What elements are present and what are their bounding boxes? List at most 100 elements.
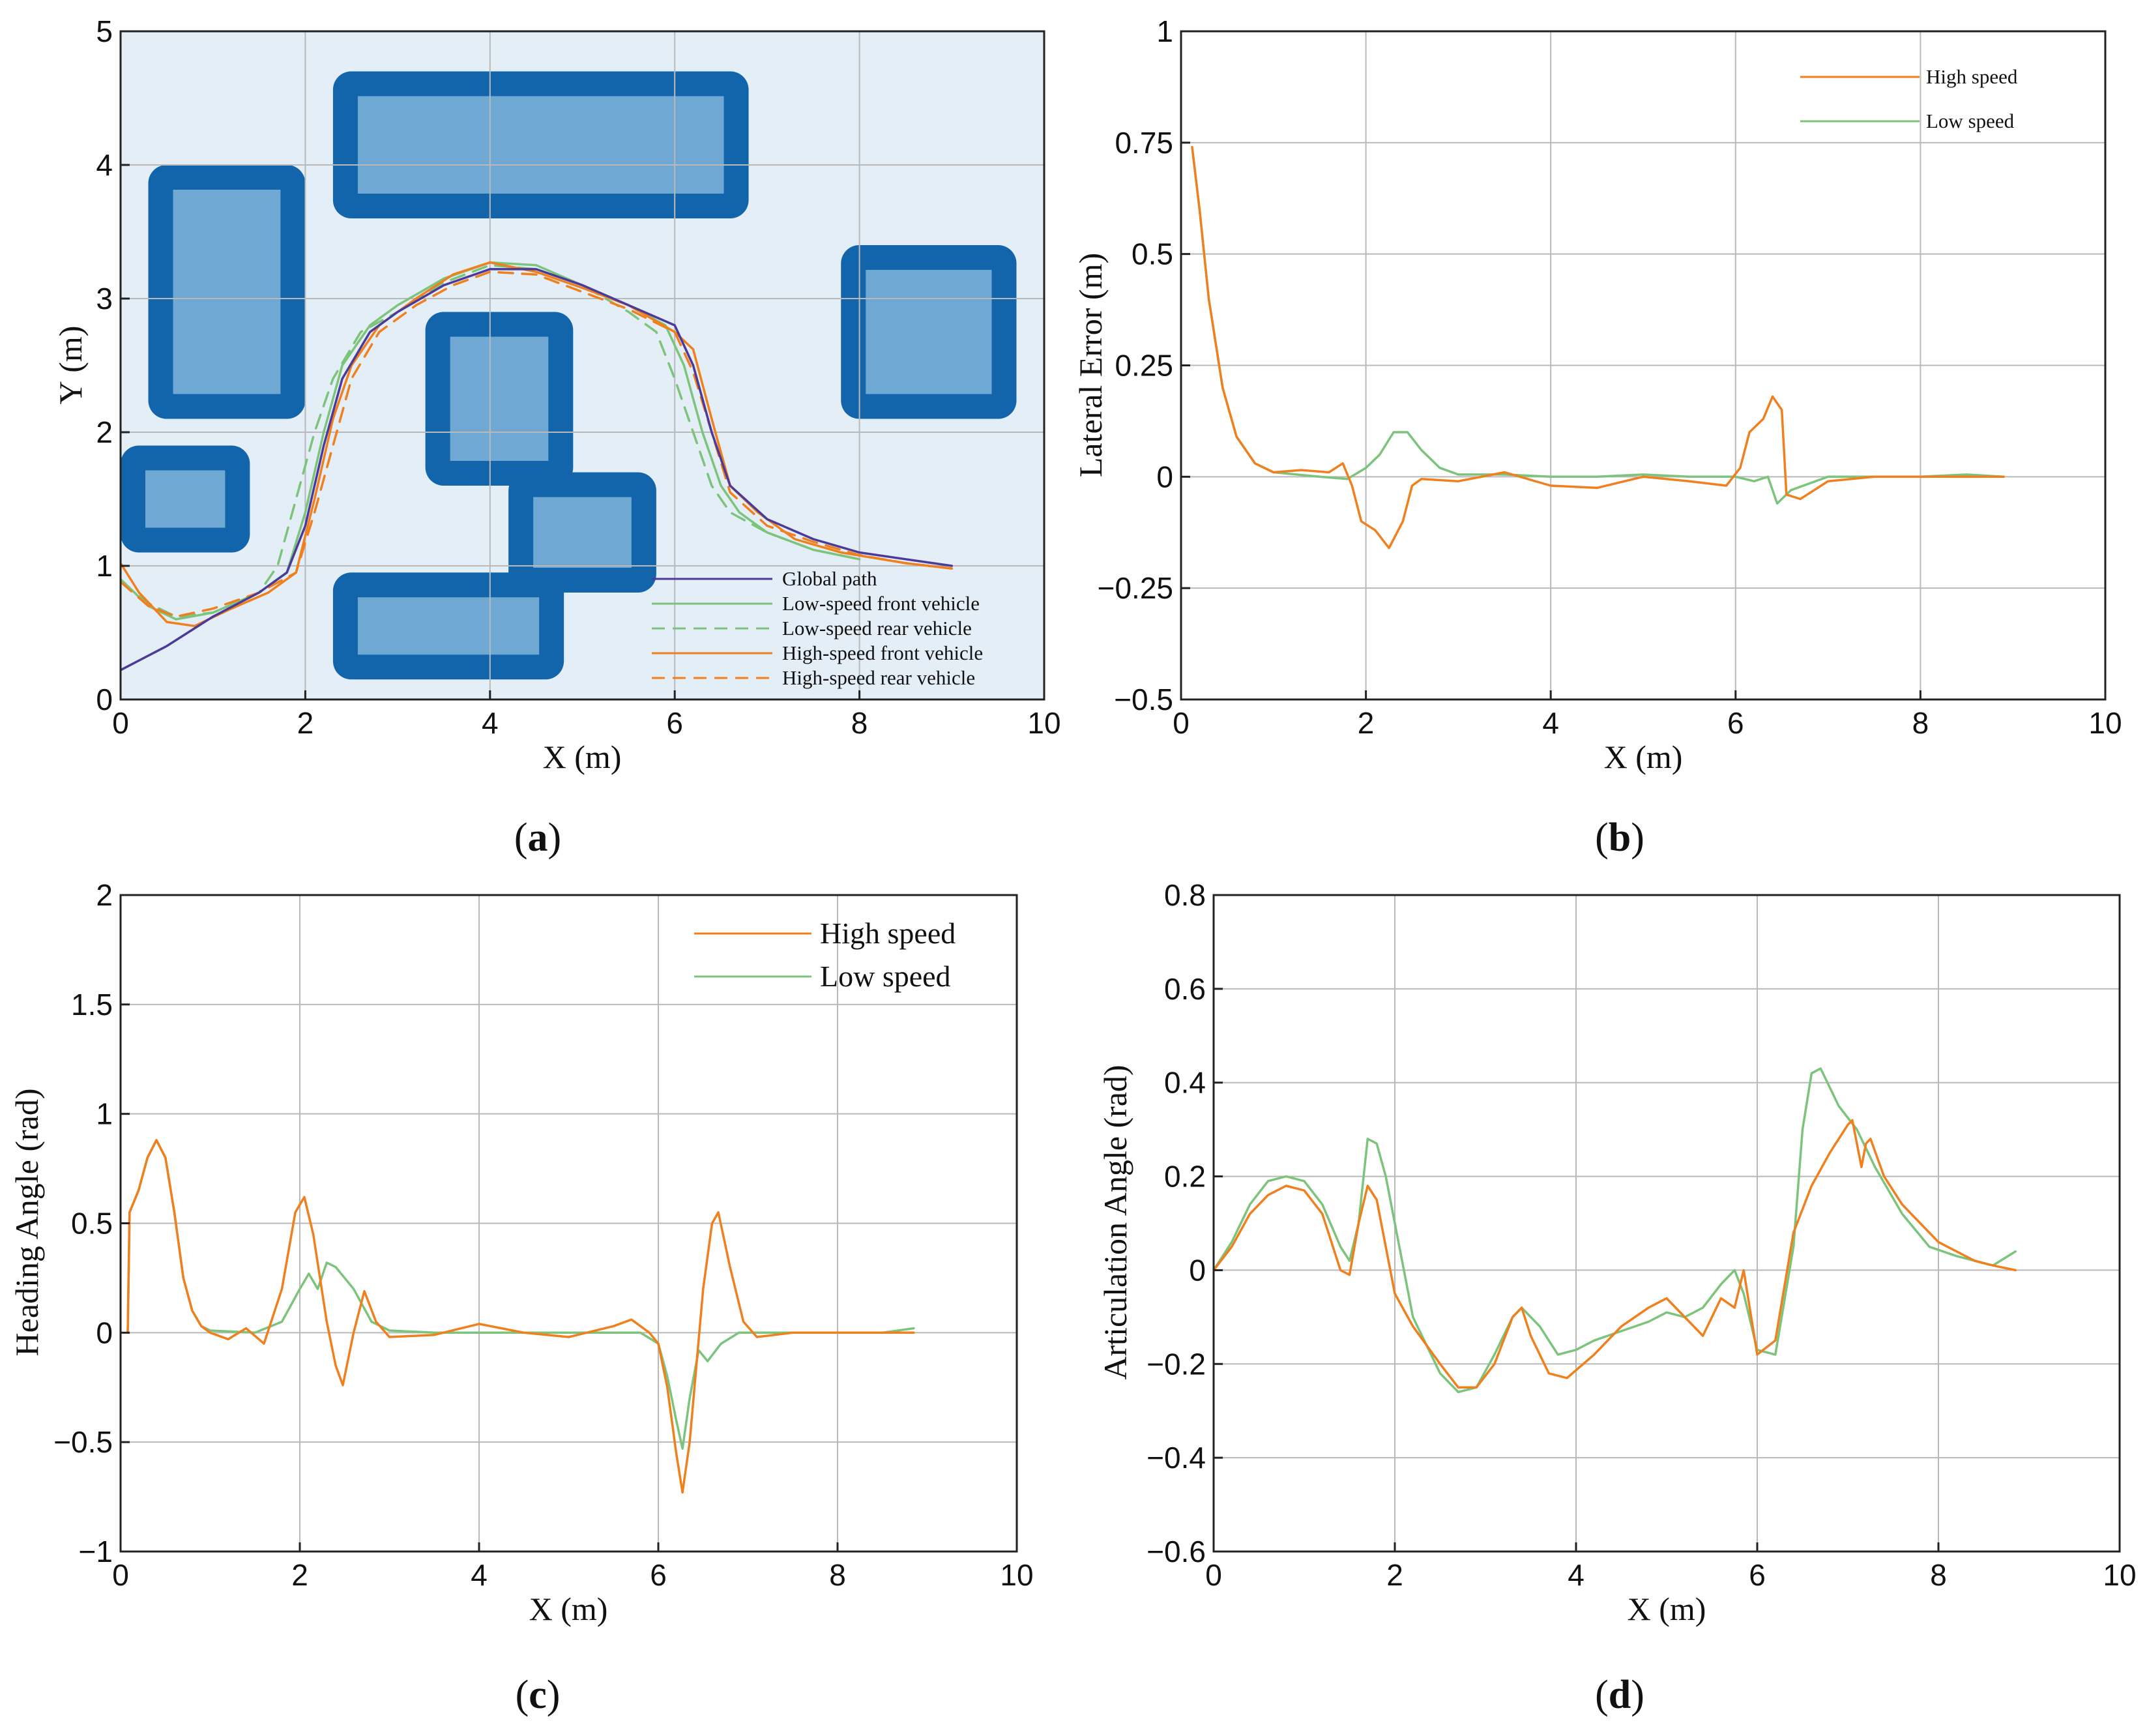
panel-a-y-ticks: 0 1 2 3 4 5 [96, 14, 130, 716]
panel-d-caption-letter: d [1609, 1673, 1631, 1717]
panel-d-y-ticks: −0.6 −0.4 −0.2 0 0.2 0.4 0.6 0.8 [1147, 878, 1223, 1568]
x-tick-label: 6 [1727, 706, 1744, 740]
panel-d-ylabel: Articulation Angle (rad) [1097, 1065, 1133, 1379]
y-tick-label: 0.75 [1115, 126, 1173, 160]
x-tick-label: 4 [1542, 706, 1559, 740]
obstacle-center-inner [450, 336, 549, 461]
panel-a-caption: (a) [514, 816, 561, 860]
y-tick-label: 0 [1156, 460, 1173, 493]
x-tick-label: 2 [297, 706, 314, 740]
y-tick-label: 2 [96, 415, 113, 449]
obstacle-right-inner [866, 270, 992, 394]
series-low-speed [1214, 1067, 2017, 1394]
panel-b-caption: (b) [1595, 816, 1644, 860]
series-high-speed [1191, 145, 2005, 550]
y-tick-label: 0 [1189, 1253, 1206, 1287]
panel-a-x-ticks: 0 2 4 6 8 10 [112, 690, 1061, 740]
panel-a-obstacles [121, 71, 1017, 680]
panel-d-grid [1214, 895, 2120, 1552]
x-tick-label: 0 [1205, 1558, 1222, 1592]
series-global-path [121, 268, 954, 671]
panel-d-x-ticks: 0 2 4 6 8 10 [1205, 1542, 2137, 1592]
y-tick-label: −0.6 [1147, 1535, 1206, 1568]
y-tick-label: −0.4 [1147, 1441, 1206, 1475]
y-tick-label: 0 [96, 1316, 113, 1349]
panel-a-ylabel: Y (m) [52, 326, 89, 405]
x-tick-label: 8 [851, 706, 868, 740]
x-tick-label: 8 [1912, 706, 1929, 740]
y-tick-label: −0.5 [53, 1425, 113, 1459]
x-tick-label: 8 [829, 1558, 846, 1592]
y-tick-label: 3 [96, 282, 113, 316]
panel-b-series [1191, 145, 2005, 550]
x-tick-label: 10 [2103, 1558, 2136, 1592]
legend-label: High-speed rear vehicle [782, 666, 975, 689]
x-tick-label: 6 [666, 706, 683, 740]
x-tick-label: 10 [1000, 1558, 1033, 1592]
series-high-speed [1214, 1119, 2017, 1389]
panel-b-y-ticks: −0.5 −0.25 0 0.25 0.5 0.75 1 [1098, 14, 1190, 716]
y-tick-label: 0.8 [1164, 878, 1206, 912]
series-high-speed [126, 1139, 915, 1494]
x-tick-label: 10 [2088, 706, 2122, 740]
x-tick-label: 6 [1749, 1558, 1766, 1592]
panel-d-frame [1212, 894, 2121, 1553]
x-tick-label: 2 [291, 1558, 308, 1592]
panel-c-xlabel: X (m) [529, 1591, 608, 1627]
legend-label: Low-speed rear vehicle [782, 617, 972, 640]
panel-d-xlabel: X (m) [1628, 1591, 1706, 1627]
panel-c-ylabel: Heading Angle (rad) [8, 1089, 45, 1357]
panel-a-caption-letter: a [528, 816, 548, 860]
panel-c-x-ticks: 0 2 4 6 8 10 [112, 1542, 1034, 1592]
y-tick-label: 2 [96, 878, 113, 912]
panel-a-series [121, 261, 954, 671]
y-tick-label: 1.5 [71, 988, 113, 1022]
panel-a-grid [121, 31, 1044, 699]
y-tick-label: −0.25 [1098, 571, 1173, 605]
y-tick-label: 4 [96, 148, 113, 182]
y-tick-label: 0.5 [71, 1207, 113, 1241]
panel-a-frame [119, 30, 1045, 701]
x-tick-label: 0 [112, 706, 129, 740]
x-tick-label: 0 [112, 1558, 129, 1592]
y-tick-label: −0.2 [1147, 1347, 1206, 1381]
panel-b-lateral-error: 0 2 4 6 8 10 −0.5 −0.25 0 0.25 0.5 0.75 1 X (m) Lat… [1072, 14, 2122, 860]
legend-label: Low speed [1926, 110, 2015, 132]
panel-b-legend: High speed Low speed [1800, 65, 2018, 132]
panel-c-heading-angle: 0 2 4 6 8 10 −1 −0.5 0 0.5 1 1.5 2 X (m) Heading An… [8, 878, 1034, 1717]
x-tick-label: 0 [1173, 706, 1190, 740]
obstacle-bottom-inner [357, 597, 540, 655]
panel-a-xlabel: X (m) [543, 739, 622, 775]
x-tick-label: 4 [1568, 1558, 1585, 1592]
panel-c-grid [121, 895, 1017, 1552]
y-tick-label: −0.5 [1114, 683, 1173, 716]
y-tick-label: −1 [79, 1535, 113, 1568]
y-tick-label: 0.25 [1115, 349, 1173, 383]
obstacle-top-center-inner [357, 96, 724, 194]
panel-d-articulation-angle: 0 2 4 6 8 10 −0.6−0.4−0.200.20.40.60.8 X (m) … [1097, 878, 2137, 1717]
legend-label: High speed [1926, 65, 2018, 88]
panel-c-caption: (c) [516, 1673, 561, 1717]
panel-c-series [126, 1139, 915, 1494]
panel-b-ylabel: Lateral Error (m) [1072, 253, 1109, 477]
y-tick-label: 0.5 [1132, 237, 1173, 271]
legend-label: Low speed [820, 960, 951, 993]
x-tick-label: 8 [1930, 1558, 1947, 1592]
panel-c-caption-letter: c [529, 1673, 547, 1717]
y-tick-label: 0 [96, 683, 113, 716]
obstacle-center-lower-inner [533, 497, 632, 568]
x-tick-label: 6 [650, 1558, 667, 1592]
panel-b-x-ticks: 0 2 4 6 8 10 [1173, 690, 2122, 740]
x-tick-label: 4 [471, 1558, 488, 1592]
series-low-speed [126, 1139, 915, 1450]
panel-d-series [1214, 1067, 2017, 1394]
y-tick-label: 0.6 [1164, 972, 1206, 1006]
panel-c-y-ticks: −1 −0.5 0 0.5 1 1.5 2 [53, 878, 130, 1568]
panel-c-legend: High speed Low speed [694, 917, 956, 993]
obstacle-left-upper-inner [173, 190, 281, 394]
y-tick-label: 1 [96, 1097, 113, 1131]
obstacle-left-lower-inner [145, 470, 226, 528]
legend-label: High-speed front vehicle [782, 641, 983, 664]
